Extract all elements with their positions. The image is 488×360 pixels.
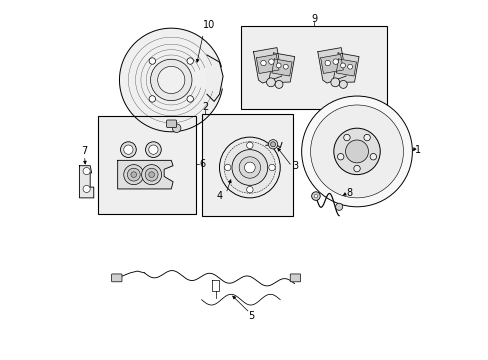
Circle shape bbox=[363, 134, 369, 141]
Polygon shape bbox=[118, 160, 173, 189]
Circle shape bbox=[244, 162, 255, 173]
Circle shape bbox=[340, 63, 345, 68]
Circle shape bbox=[148, 172, 154, 177]
Circle shape bbox=[347, 64, 352, 69]
Circle shape bbox=[266, 78, 275, 87]
Circle shape bbox=[332, 59, 338, 64]
Circle shape bbox=[123, 145, 133, 154]
Circle shape bbox=[127, 168, 140, 181]
Polygon shape bbox=[333, 53, 358, 82]
Circle shape bbox=[260, 60, 265, 66]
Polygon shape bbox=[119, 28, 222, 132]
Circle shape bbox=[149, 58, 155, 64]
FancyBboxPatch shape bbox=[290, 274, 300, 282]
Circle shape bbox=[239, 157, 260, 178]
Polygon shape bbox=[269, 53, 294, 82]
Circle shape bbox=[276, 63, 281, 68]
Circle shape bbox=[219, 137, 280, 198]
Circle shape bbox=[301, 96, 411, 207]
FancyBboxPatch shape bbox=[98, 116, 196, 214]
Circle shape bbox=[145, 168, 158, 181]
Circle shape bbox=[131, 172, 136, 177]
Circle shape bbox=[268, 140, 277, 149]
Circle shape bbox=[172, 124, 181, 132]
Polygon shape bbox=[253, 48, 282, 83]
Circle shape bbox=[275, 80, 283, 88]
Circle shape bbox=[224, 164, 230, 171]
Circle shape bbox=[246, 186, 253, 193]
Circle shape bbox=[283, 64, 287, 69]
Text: 4: 4 bbox=[216, 191, 222, 201]
Text: 8: 8 bbox=[346, 188, 352, 198]
Circle shape bbox=[337, 153, 343, 160]
Text: 7: 7 bbox=[81, 147, 87, 157]
Circle shape bbox=[121, 142, 136, 157]
Circle shape bbox=[339, 80, 346, 88]
Circle shape bbox=[148, 145, 158, 154]
Polygon shape bbox=[335, 59, 356, 76]
Circle shape bbox=[83, 167, 90, 175]
Circle shape bbox=[333, 128, 380, 175]
Polygon shape bbox=[317, 48, 346, 83]
Circle shape bbox=[157, 66, 184, 94]
Circle shape bbox=[345, 140, 367, 163]
Circle shape bbox=[335, 203, 342, 210]
Text: 1: 1 bbox=[414, 145, 421, 155]
Text: 10: 10 bbox=[202, 19, 214, 30]
Circle shape bbox=[224, 142, 275, 193]
Circle shape bbox=[311, 192, 320, 201]
Polygon shape bbox=[80, 166, 94, 198]
Circle shape bbox=[353, 165, 360, 172]
Circle shape bbox=[231, 150, 267, 185]
Circle shape bbox=[313, 194, 317, 198]
Circle shape bbox=[149, 96, 155, 102]
Text: 2: 2 bbox=[202, 102, 208, 112]
Text: 9: 9 bbox=[310, 14, 317, 23]
Circle shape bbox=[145, 142, 161, 157]
Circle shape bbox=[268, 164, 275, 171]
FancyBboxPatch shape bbox=[201, 114, 292, 216]
Circle shape bbox=[343, 134, 349, 141]
Circle shape bbox=[268, 59, 274, 64]
Polygon shape bbox=[206, 55, 223, 102]
Polygon shape bbox=[271, 59, 291, 76]
Circle shape bbox=[330, 78, 339, 87]
Circle shape bbox=[83, 185, 90, 193]
Polygon shape bbox=[256, 54, 279, 73]
Circle shape bbox=[186, 96, 193, 102]
Polygon shape bbox=[320, 54, 343, 73]
FancyBboxPatch shape bbox=[166, 120, 176, 127]
Text: 3: 3 bbox=[292, 161, 298, 171]
Circle shape bbox=[270, 142, 275, 147]
Circle shape bbox=[325, 60, 330, 66]
Circle shape bbox=[150, 59, 192, 101]
Circle shape bbox=[123, 165, 143, 185]
Text: 6: 6 bbox=[199, 159, 205, 169]
Text: 5: 5 bbox=[248, 311, 254, 321]
Circle shape bbox=[369, 153, 376, 160]
Circle shape bbox=[310, 105, 403, 198]
Circle shape bbox=[186, 58, 193, 64]
FancyBboxPatch shape bbox=[241, 26, 386, 109]
Circle shape bbox=[246, 142, 253, 149]
FancyBboxPatch shape bbox=[111, 274, 122, 282]
Circle shape bbox=[142, 165, 162, 185]
